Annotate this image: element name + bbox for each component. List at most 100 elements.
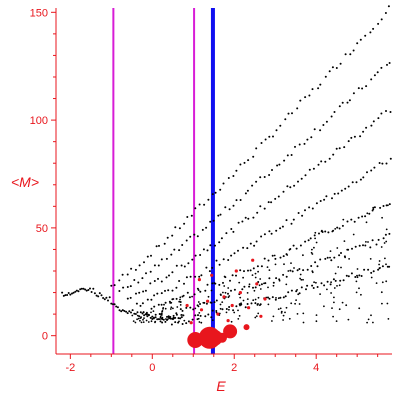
data-point [141, 312, 144, 315]
data-point [370, 271, 373, 274]
data-point [202, 248, 205, 251]
data-point [142, 311, 145, 314]
data-point [171, 234, 174, 237]
data-point [228, 308, 230, 311]
data-point [189, 275, 192, 278]
data-point [268, 297, 271, 300]
data-point [254, 276, 257, 279]
data-point [255, 315, 258, 317]
data-point [316, 265, 319, 268]
data-point [190, 214, 193, 217]
data-point [246, 292, 249, 294]
data-point [355, 291, 358, 294]
data-point [239, 304, 241, 307]
data-point [324, 257, 327, 260]
data-point [299, 273, 302, 276]
data-point [277, 297, 280, 300]
data-point [254, 302, 257, 305]
data-point [288, 248, 291, 251]
data-point [141, 277, 144, 280]
data-point [153, 280, 156, 282]
data-point [263, 297, 267, 301]
data-point [206, 249, 209, 252]
data-point [240, 302, 243, 305]
data-point [227, 287, 230, 289]
data-point [110, 284, 113, 287]
data-point [194, 254, 197, 257]
data-point [308, 206, 311, 209]
data-point [267, 259, 270, 262]
data-point [252, 155, 255, 158]
data-point [285, 219, 288, 222]
data-point [206, 299, 210, 303]
data-point [264, 138, 267, 141]
data-point [62, 294, 65, 297]
data-point [344, 256, 346, 259]
data-point [314, 231, 317, 234]
data-point [154, 320, 157, 323]
data-point [348, 258, 350, 260]
data-point [308, 168, 311, 171]
data-point [332, 315, 334, 318]
data-point [373, 206, 376, 209]
data-point [370, 124, 373, 127]
data-point [187, 320, 190, 323]
data-point [175, 297, 178, 300]
data-point [160, 292, 163, 295]
data-point [241, 288, 244, 291]
data-point [178, 320, 180, 323]
data-point [238, 281, 241, 284]
data-point [197, 305, 200, 308]
data-point [328, 157, 331, 160]
data-point [215, 310, 218, 312]
data-point [243, 324, 250, 331]
data-point [61, 291, 64, 294]
data-point [154, 316, 157, 319]
red-points [185, 258, 267, 349]
data-point [159, 320, 162, 323]
data-point [369, 246, 372, 249]
data-point [233, 311, 236, 314]
data-point [274, 298, 277, 301]
data-point [244, 216, 247, 219]
data-point [309, 237, 312, 240]
data-point [263, 282, 265, 285]
data-point [204, 289, 207, 292]
data-point [356, 276, 359, 279]
data-point [219, 303, 222, 306]
data-point [319, 200, 322, 202]
data-point [170, 253, 173, 256]
data-point [185, 306, 188, 309]
data-point [174, 316, 177, 319]
data-point [286, 254, 289, 256]
data-point [302, 278, 304, 281]
data-point [334, 272, 337, 275]
data-point [350, 272, 353, 275]
data-point [219, 213, 222, 216]
data-point [181, 244, 184, 246]
data-point [161, 316, 164, 319]
data-point [319, 129, 322, 132]
data-point [385, 240, 388, 243]
data-point [194, 207, 197, 210]
data-point [358, 274, 361, 277]
data-point [208, 270, 211, 273]
data-point [177, 317, 180, 320]
data-point [212, 219, 215, 222]
data-point [161, 321, 164, 324]
data-point [180, 264, 183, 267]
y-tick-label: 150 [30, 7, 48, 19]
data-point [210, 273, 214, 277]
data-point [352, 92, 355, 95]
data-point [223, 285, 226, 287]
data-point [367, 241, 369, 243]
data-point [289, 269, 292, 272]
data-point [178, 300, 181, 303]
data-point [292, 218, 295, 221]
data-point [324, 160, 327, 163]
data-point [211, 282, 214, 285]
data-point [385, 228, 388, 231]
data-point [271, 254, 274, 257]
data-point [151, 315, 154, 318]
data-point [251, 274, 254, 276]
